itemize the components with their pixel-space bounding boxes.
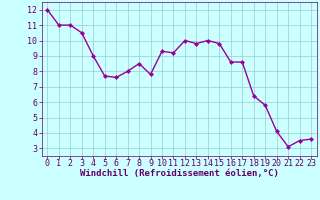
X-axis label: Windchill (Refroidissement éolien,°C): Windchill (Refroidissement éolien,°C) bbox=[80, 169, 279, 178]
